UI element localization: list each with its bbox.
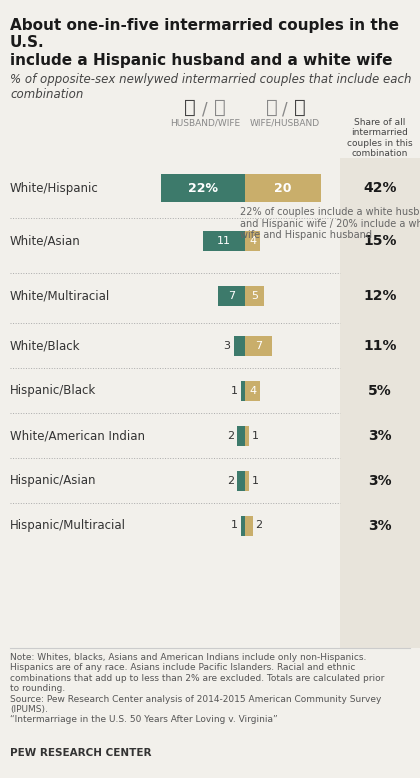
Text: 3%: 3% — [368, 474, 392, 488]
Text: 1: 1 — [252, 475, 259, 485]
Text: White/Asian: White/Asian — [10, 234, 81, 247]
Text: 3%: 3% — [368, 518, 392, 532]
Text: Note: Whites, blacks, Asians and American Indians include only non-Hispanics.
Hi: Note: Whites, blacks, Asians and America… — [10, 653, 384, 724]
Text: 11%: 11% — [363, 338, 397, 352]
Text: Hispanic/Asian: Hispanic/Asian — [10, 474, 97, 487]
Text: Share of all
intermarried
couples in this
combination: Share of all intermarried couples in thi… — [347, 118, 413, 158]
Bar — [245, 230, 260, 251]
Bar — [245, 286, 264, 306]
Text: 1: 1 — [231, 520, 238, 531]
Text: /: / — [202, 100, 208, 118]
Text: 5%: 5% — [368, 384, 392, 398]
Bar — [237, 471, 245, 490]
Text: 1: 1 — [252, 430, 259, 440]
Text: 2: 2 — [227, 430, 234, 440]
Text: /: / — [282, 100, 288, 118]
Text: 15%: 15% — [363, 233, 397, 247]
Text: ⛹: ⛹ — [184, 98, 196, 117]
Bar — [203, 230, 245, 251]
Text: White/Hispanic: White/Hispanic — [10, 181, 99, 194]
Text: 5: 5 — [251, 290, 258, 300]
Text: 12%: 12% — [363, 289, 397, 303]
Bar — [245, 471, 249, 490]
Text: 2: 2 — [227, 475, 234, 485]
Text: 3%: 3% — [368, 429, 392, 443]
Bar — [245, 335, 272, 356]
Text: 22% of couples include a white husband
and Hispanic wife / 20% include a white
w: 22% of couples include a white husband a… — [240, 207, 420, 240]
Text: ⛹: ⛹ — [214, 98, 226, 117]
Text: 11: 11 — [217, 236, 231, 246]
Text: Hispanic/Multiracial: Hispanic/Multiracial — [10, 519, 126, 532]
Bar — [237, 426, 245, 446]
Text: 3: 3 — [223, 341, 231, 351]
Text: WIFE/HUSBAND: WIFE/HUSBAND — [250, 118, 320, 127]
Text: ⛹: ⛹ — [294, 98, 306, 117]
Bar — [241, 380, 245, 401]
Text: About one-in-five intermarried couples in the U.S.
include a Hispanic husband an: About one-in-five intermarried couples i… — [10, 18, 399, 68]
Text: 7: 7 — [228, 290, 235, 300]
Bar — [245, 380, 260, 401]
Text: 7: 7 — [255, 341, 262, 351]
Text: 1: 1 — [231, 386, 238, 395]
Text: HUSBAND/WIFE: HUSBAND/WIFE — [170, 118, 240, 127]
Text: 4: 4 — [249, 236, 256, 246]
Bar — [245, 426, 249, 446]
Bar — [245, 174, 321, 202]
Text: White/American Indian: White/American Indian — [10, 429, 145, 442]
Bar — [218, 286, 245, 306]
Text: 2: 2 — [256, 520, 263, 531]
Text: ⛹: ⛹ — [266, 98, 278, 117]
Text: White/Black: White/Black — [10, 339, 81, 352]
Text: 4: 4 — [249, 386, 256, 395]
Bar — [161, 174, 245, 202]
Bar — [234, 335, 245, 356]
Text: PEW RESEARCH CENTER: PEW RESEARCH CENTER — [10, 748, 152, 758]
Bar — [340, 158, 420, 648]
Text: Hispanic/Black: Hispanic/Black — [10, 384, 96, 397]
Text: % of opposite-sex newlywed intermarried couples that include each
combination: % of opposite-sex newlywed intermarried … — [10, 73, 412, 101]
Bar — [241, 516, 245, 535]
Text: 22%: 22% — [188, 181, 218, 194]
Text: 42%: 42% — [363, 181, 397, 195]
Text: 20: 20 — [274, 181, 292, 194]
Bar — [245, 516, 252, 535]
Text: White/Multiracial: White/Multiracial — [10, 289, 110, 302]
